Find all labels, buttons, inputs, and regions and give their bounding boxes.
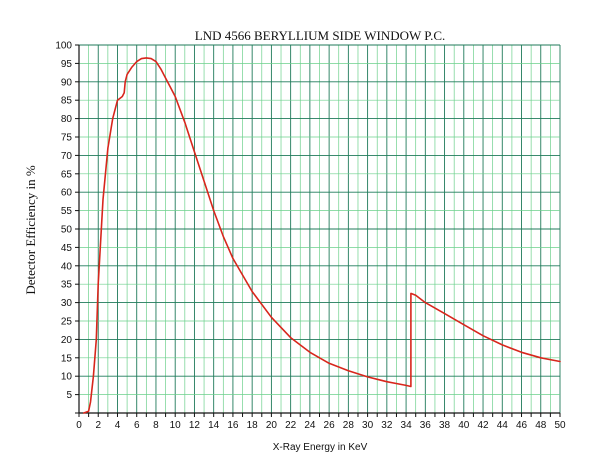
- y-tick-label: 55: [61, 206, 73, 217]
- chart-title: LND 4566 BERYLLIUM SIDE WINDOW P.C.: [195, 28, 446, 43]
- x-tick-label: 2: [95, 420, 101, 431]
- y-tick-label: 85: [61, 96, 73, 107]
- x-tick-label: 32: [381, 420, 393, 431]
- x-tick-label: 42: [477, 420, 489, 431]
- y-tick-label: 95: [61, 59, 73, 70]
- efficiency-curve: [83, 57, 561, 414]
- y-tick-label: 75: [61, 133, 73, 144]
- y-tick-labels: 5 10 15 20 25 30 35 40 45 50 55 60 65 70 75 80 85 90 95 100: [55, 41, 72, 402]
- y-tick-label: 70: [61, 151, 73, 162]
- x-axis-label: X-Ray Energy in KeV: [273, 442, 368, 453]
- x-tick-label: 10: [170, 420, 182, 431]
- x-tick-label: 8: [153, 420, 159, 431]
- x-tick-label: 16: [227, 420, 239, 431]
- series: [83, 57, 561, 414]
- y-tick-label: 30: [61, 298, 73, 309]
- x-tick-label: 44: [497, 420, 509, 431]
- x-tick-label: 0: [76, 420, 82, 431]
- x-tick-label: 20: [266, 420, 278, 431]
- y-tick-label: 10: [61, 372, 73, 383]
- x-tick-label: 50: [554, 420, 566, 431]
- axes: [75, 44, 561, 417]
- y-tick-label: 35: [61, 280, 73, 291]
- x-tick-label: 4: [115, 420, 121, 431]
- y-tick-label: 60: [61, 188, 73, 199]
- y-tick-label: 45: [61, 243, 73, 254]
- x-tick-label: 18: [247, 420, 259, 431]
- y-tick-label: 65: [61, 169, 73, 180]
- y-tick-label: 25: [61, 317, 73, 328]
- x-tick-label: 36: [420, 420, 432, 431]
- y-tick-label: 15: [61, 353, 73, 364]
- y-tick-label: 40: [61, 261, 73, 272]
- y-tick-label: 5: [66, 390, 72, 401]
- x-tick-label: 34: [401, 420, 413, 431]
- x-tick-label: 22: [285, 420, 297, 431]
- x-tick-labels: 0 2 4 6 8 10 12 14 16 18 20 22 24 26 28 30 32 34 36 38 40 42 4…: [76, 420, 566, 431]
- x-tick-label: 6: [134, 420, 140, 431]
- y-tick-label: 90: [61, 77, 73, 88]
- x-tick-label: 12: [189, 420, 201, 431]
- x-tick-label: 26: [324, 420, 336, 431]
- y-axis-label: Detector Efficiency in %: [23, 165, 38, 295]
- x-tick-label: 28: [343, 420, 355, 431]
- x-tick-label: 30: [362, 420, 374, 431]
- y-tick-label: 20: [61, 335, 73, 346]
- y-tick-label: 80: [61, 114, 73, 125]
- y-tick-label: 100: [55, 41, 72, 52]
- x-tick-label: 40: [458, 420, 470, 431]
- x-tick-label: 24: [304, 420, 316, 431]
- x-tick-label: 46: [516, 420, 528, 431]
- x-tick-label: 48: [535, 420, 547, 431]
- y-tick-label: 50: [61, 225, 73, 236]
- x-tick-label: 14: [208, 420, 220, 431]
- x-tick-label: 38: [439, 420, 451, 431]
